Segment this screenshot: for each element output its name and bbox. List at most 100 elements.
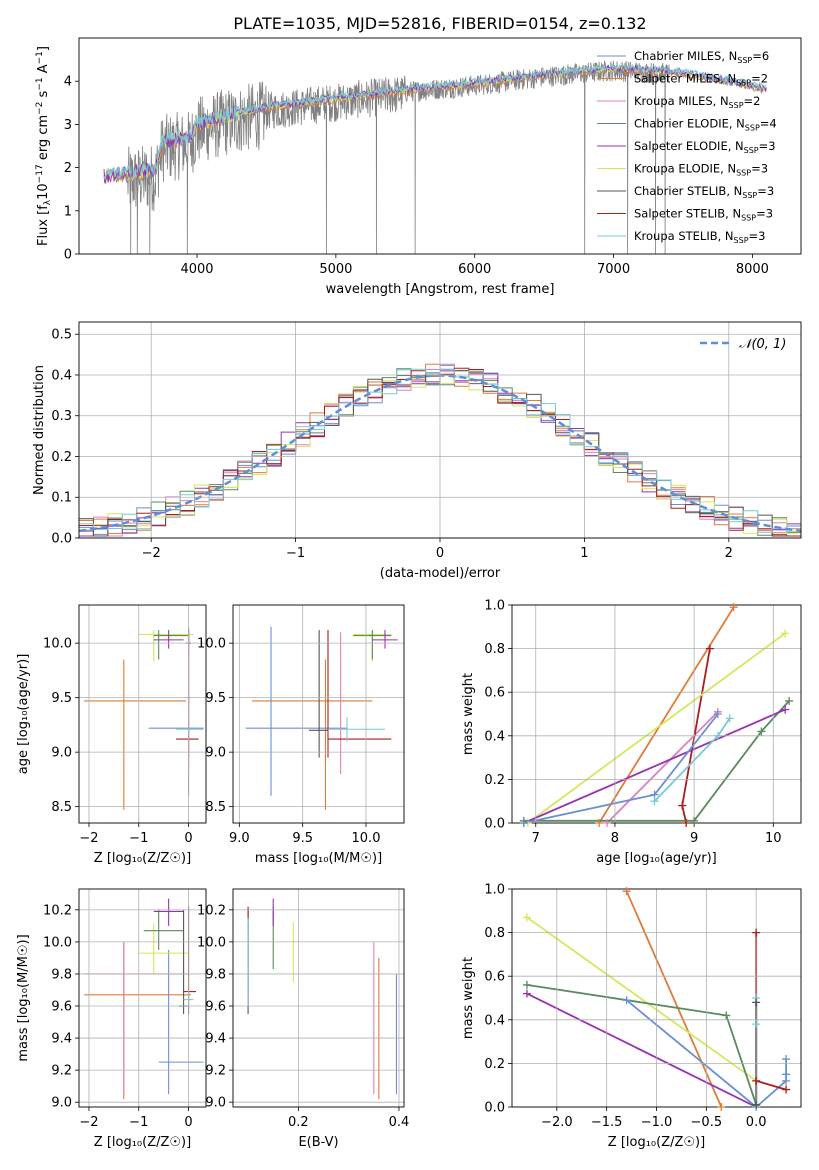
residuals-ytick-label: 0.1	[51, 491, 72, 506]
mass_vs_EBV-ytick-label: 10.2	[197, 903, 226, 918]
weight_vs_Z-ytick-label: 0.6	[484, 970, 505, 985]
weight_vs_age-ytick-label: 0.2	[484, 773, 505, 788]
legend-entry-Kroupa_ELODIE: Kroupa ELODIE, NSSP=3	[634, 162, 768, 178]
mass_vs_Z-xtick-label: 0	[184, 1115, 192, 1130]
age_vs_Z-xtick-label: −2	[79, 831, 98, 846]
weight_vs_Z-ylabel: mass weight	[461, 957, 476, 1039]
weight-marker-Salpeter_MILES	[729, 603, 738, 612]
residuals-panel: −2 −1 0 1 2 0.0 0.1 0.2 0.3 0.4 0.5 (data-model)/er…	[32, 321, 802, 581]
weight-marker-Chabrier_STELIB	[752, 998, 761, 1007]
age_vs_mass-xtick-label: 9.0	[229, 831, 250, 846]
weight-marker-Salpeter_STELIB	[782, 1085, 791, 1094]
mass_vs_Z-xtick-label: −1	[129, 1115, 148, 1130]
mass_vs_Z-frame	[78, 888, 207, 1108]
mass_vs_EBV-ytick-label: 10.0	[197, 935, 226, 950]
mass_vs_EBV-xlabel: E(B-V)	[298, 1135, 338, 1150]
weight-marker-Salpeter_MILES	[622, 887, 631, 896]
weight-marker-Kroupa_MILES	[603, 819, 612, 827]
age_vs_mass-xlabel: mass [log₁₀(M/M☉)]	[255, 851, 382, 866]
residuals-ytick-label: 0.3	[51, 409, 72, 424]
legend-entry-Chabrier_STELIB: Chabrier STELIB, NSSP=3	[634, 184, 774, 200]
weight_vs_Z-xtick-label: 0.0	[746, 1115, 767, 1130]
weight_vs_Z-panel: −2.0 −1.5 −1.0 −0.5 0.0 0.0 0.2 0.4 0.6 0.8 1.0 Z […	[461, 883, 802, 1150]
weight-marker-Chabrier_MILES	[519, 819, 528, 827]
age_vs_Z-ytick-label: 9.5	[51, 691, 72, 706]
weight-marker-Chabrier_MILES	[622, 996, 631, 1005]
age_vs_Z-xtick-label: 0	[184, 831, 192, 846]
weight_vs_Z-xtick-label: −2.0	[541, 1115, 573, 1130]
weight_vs_Z-xtick-label: −1.5	[591, 1115, 623, 1130]
weight-marker-Chabrier_MILES	[782, 1070, 791, 1079]
weight_vs_age-panel: 7 8 9 10 0.0 0.2 0.4 0.6 0.8 1.0 age [log₁₀(age/yr…	[461, 599, 802, 866]
mass_vs_Z-xlabel: Z [log₁₀(Z/Z☉)]	[94, 1135, 191, 1150]
weight_vs_age-ytick-label: 0.0	[484, 817, 505, 832]
legend-entry-Salpeter_MILES: Salpeter MILES, NSSP=2	[634, 72, 768, 88]
weight-marker-Chabrier_ELODIE	[522, 980, 531, 989]
age_vs_Z-panel: −2 −1 0 8.5 9.0 9.5 10.0 Z [log₁₀(Z/Z☉)] age [lo…	[16, 604, 207, 866]
age_vs_Z-ylabel: age [log₁₀(age/yr)]	[16, 654, 31, 775]
spectrum-xtick-label: 7000	[597, 262, 630, 277]
mass_vs_EBV-ytick-label: 9.2	[205, 1064, 226, 1079]
spectrum-xtick-label: 8000	[736, 262, 769, 277]
weight-marker-Chabrier_ELODIE	[722, 1011, 731, 1020]
weight-line-Kroupa_ELODIE	[527, 632, 786, 823]
age_vs_mass-plot-area	[245, 626, 398, 810]
mass_vs_Z-ytick-label: 9.8	[51, 967, 72, 982]
spectrum-ytick-label: 0	[64, 248, 72, 263]
age_vs_Z-grid	[79, 605, 206, 823]
age_vs_mass-frame	[232, 604, 405, 824]
spectrum-xtick-label: 6000	[458, 262, 491, 277]
mass_vs_Z-ytick-label: 9.2	[51, 1064, 72, 1079]
weight-line-Kroupa_ELODIE	[526, 916, 757, 1082]
mass_vs_Z-ytick-label: 10.2	[43, 903, 72, 918]
weight_vs_age-ytick-label: 0.4	[484, 729, 505, 744]
weight-marker-Kroupa_STELIB	[752, 1020, 761, 1029]
mass_vs_Z-plot-area	[83, 898, 204, 1099]
age_vs_Z-ytick-label: 10.0	[43, 637, 72, 652]
weight_vs_Z-ytick-label: 1.0	[484, 883, 505, 898]
mass_vs_EBV-ytick-label: 9.6	[205, 1000, 226, 1015]
weight-marker-Chabrier_STELIB	[752, 1100, 761, 1109]
spectrum-frame	[78, 37, 802, 255]
figure-title: PLATE=1035, MJD=52816, FIBERID=0154, z=0…	[233, 14, 646, 33]
weight-marker-Salpeter_STELIB	[705, 644, 714, 653]
weight_vs_Z-ytick-label: 0.0	[484, 1101, 505, 1116]
weight_vs_age-ytick-label: 1.0	[484, 599, 505, 614]
mass_vs_Z-ytick-label: 9.0	[51, 1096, 72, 1111]
weight-marker-Salpeter_ELODIE	[781, 705, 790, 714]
mass_vs_Z-ytick-label: 9.6	[51, 1000, 72, 1015]
residuals-ylabel: Normed distribution	[32, 365, 47, 495]
weight-line-Chabrier_ELODIE	[523, 700, 790, 822]
weight-marker-Salpeter_STELIB	[752, 1076, 761, 1085]
weight-marker-Kroupa_STELIB	[650, 797, 659, 806]
weight-marker-Kroupa_ELODIE	[781, 629, 790, 638]
weight-marker-Kroupa_STELIB	[713, 731, 722, 740]
residuals-ytick-label: 0.5	[51, 328, 72, 343]
age_vs_mass-ytick-label: 10.0	[197, 637, 226, 652]
weight-marker-Chabrier_ELODIE	[785, 696, 794, 705]
weight-marker-Chabrier_ELODIE	[757, 727, 766, 736]
weight_vs_age-plot-area	[523, 606, 790, 823]
mass_vs_EBV-plot-area	[247, 898, 398, 1099]
mass_vs_EBV-frame	[232, 888, 405, 1108]
weight_vs_Z-xtick-label: −0.5	[691, 1115, 723, 1130]
mass_vs_Z-ytick-label: 10.0	[43, 935, 72, 950]
mass_vs_EBV-grid	[233, 889, 404, 1107]
age_vs_Z-frame	[78, 604, 207, 824]
weight-marker-Kroupa_ELODIE	[522, 913, 531, 922]
age_vs_mass-grid	[233, 605, 404, 823]
weight-marker-Salpeter_STELIB	[752, 928, 761, 937]
weight_vs_age-xtick-label: 7	[532, 831, 540, 846]
weight-marker-Chabrier_MILES	[782, 1055, 791, 1064]
spectrum-plot-area	[103, 60, 767, 254]
weight-marker-Chabrier_MILES	[713, 710, 722, 718]
weight_vs_Z-ytick-label: 0.8	[484, 926, 505, 941]
weight_vs_age-grid	[512, 604, 801, 824]
legend-entry-Kroupa_MILES: Kroupa MILES, NSSP=2	[634, 94, 760, 110]
mass_vs_EBV-ytick-label: 9.0	[205, 1096, 226, 1111]
age_vs_mass-ytick-label: 9.0	[205, 746, 226, 761]
age_vs_Z-xtick-label: −1	[129, 831, 148, 846]
weight_vs_Z-xtick-label: −1.0	[641, 1115, 673, 1130]
spectrum-ytick-label: 4	[64, 75, 72, 90]
